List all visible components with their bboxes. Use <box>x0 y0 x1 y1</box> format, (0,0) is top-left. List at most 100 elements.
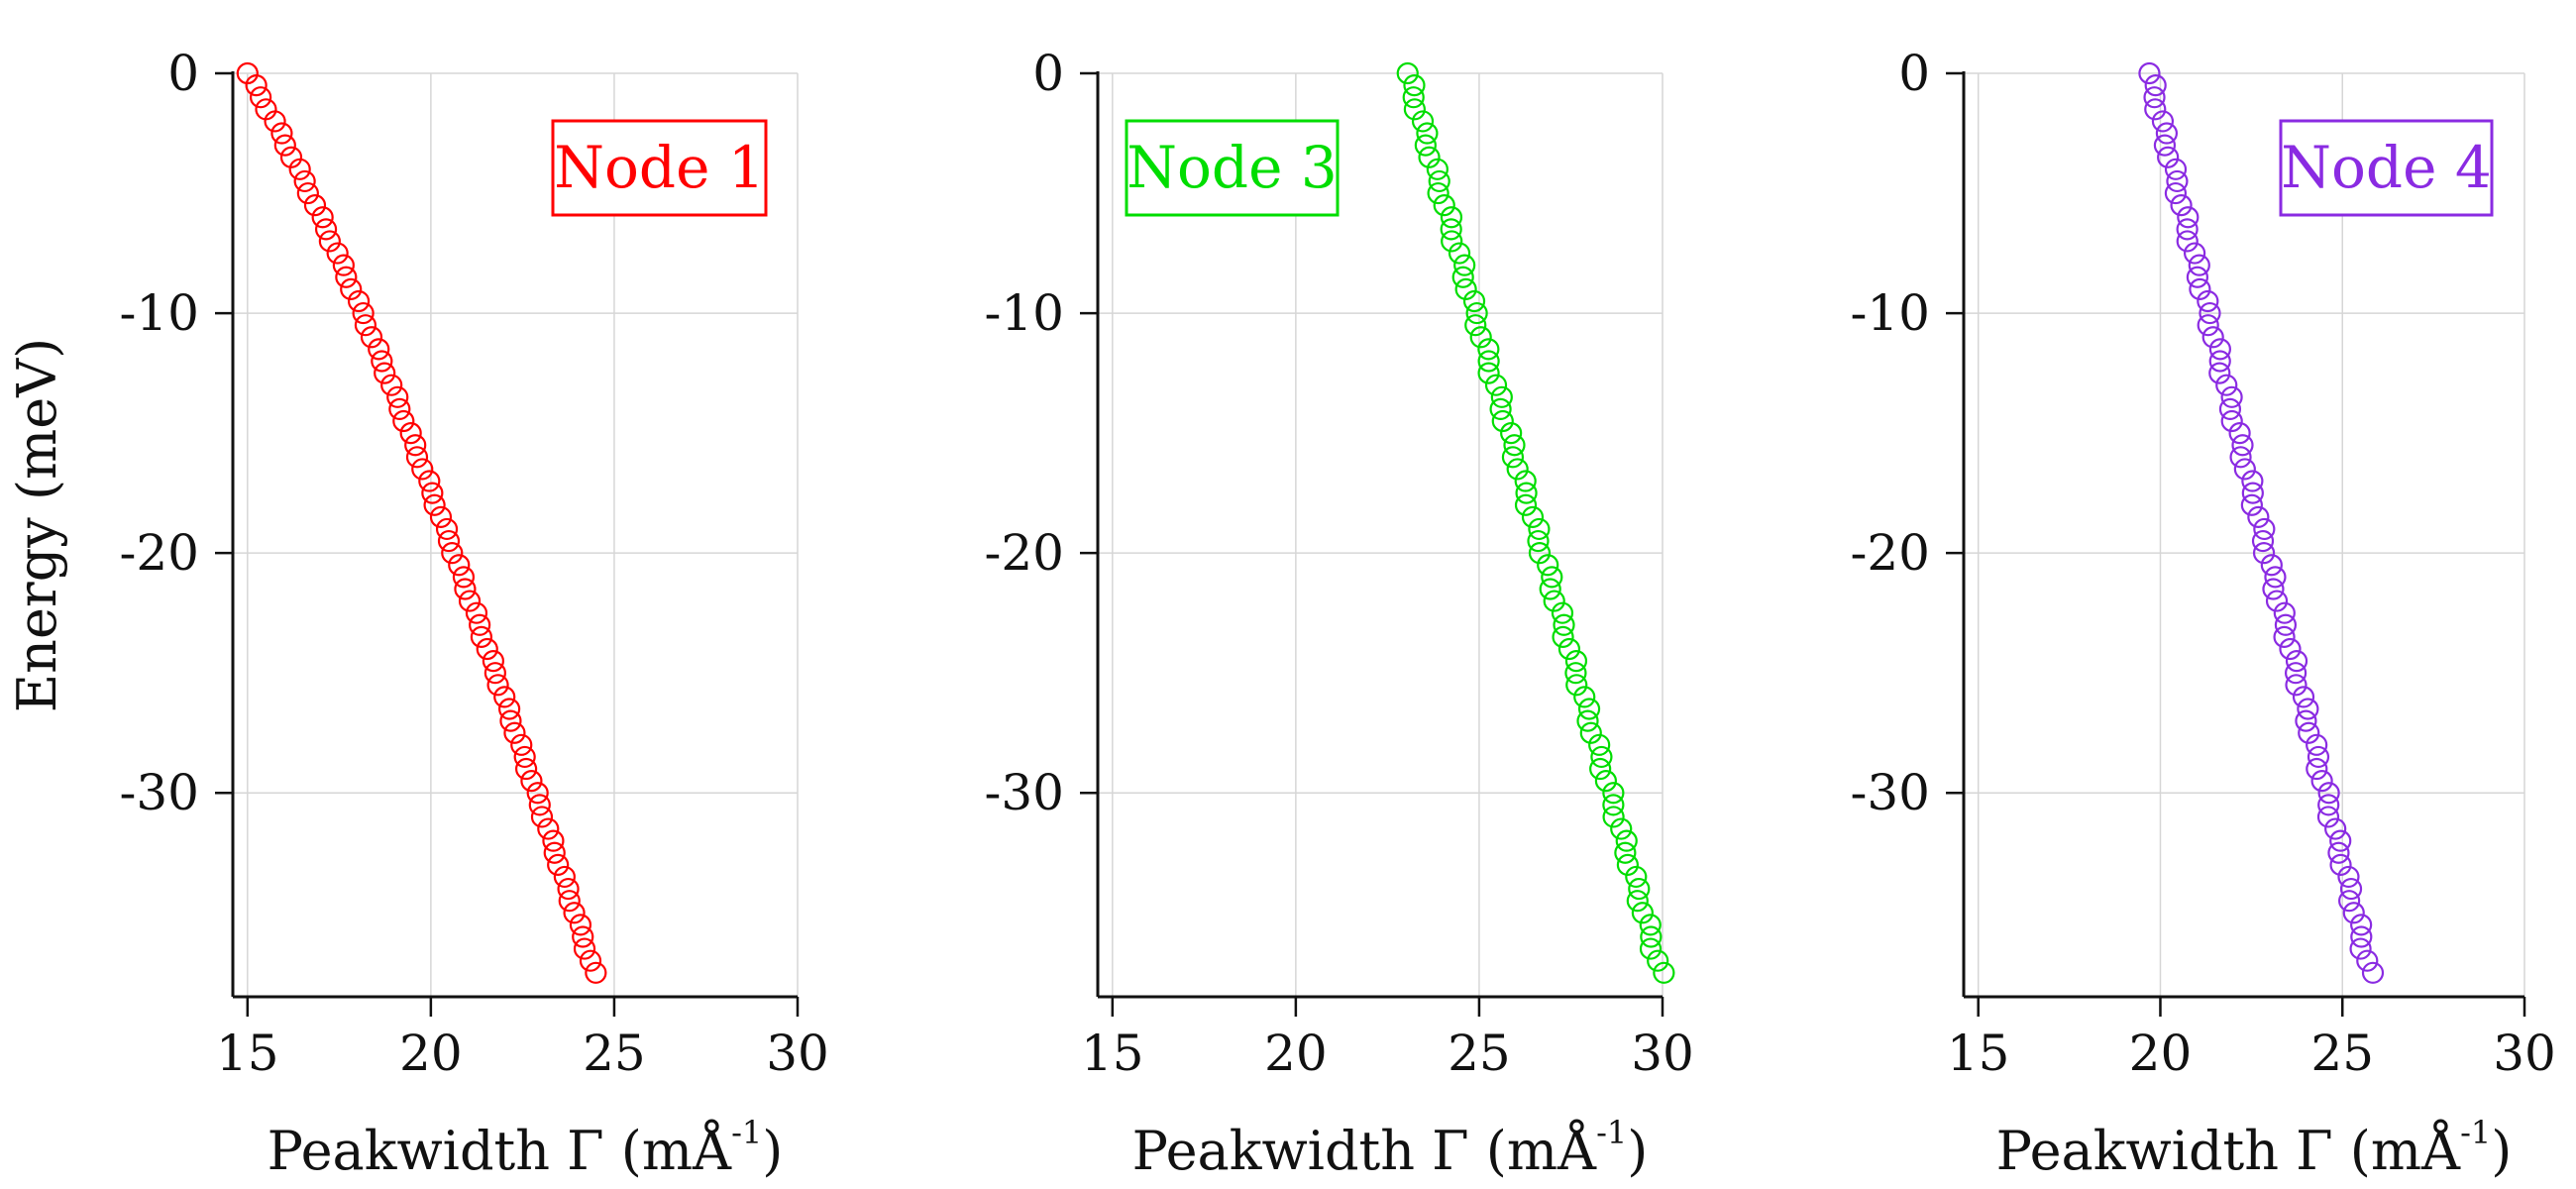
panel-node-3: 15 20 25 30 0 -10 -20 -30 Node 3 Peakwidth Γ (m… <box>984 45 1693 1182</box>
data-point <box>1418 146 1441 168</box>
data-point <box>2241 470 2264 492</box>
data-point <box>421 482 444 504</box>
data-point <box>2220 385 2243 408</box>
data-point <box>2215 374 2238 396</box>
data-point <box>572 925 594 948</box>
x-axis-label-close: ) <box>762 1120 783 1182</box>
data-point <box>1514 493 1538 516</box>
data-point <box>520 770 543 793</box>
data-point <box>1653 961 1675 984</box>
data-point <box>1539 578 1561 600</box>
data-point <box>470 625 493 648</box>
data-point <box>1414 134 1437 157</box>
data-point <box>2218 397 2242 421</box>
data-point <box>311 206 334 229</box>
data-point <box>1454 277 1477 300</box>
data-point <box>2260 554 2283 577</box>
data-point <box>569 914 592 936</box>
data-point <box>2144 98 2167 121</box>
data-point <box>2186 266 2209 288</box>
data-point <box>1465 301 1488 325</box>
data-point <box>2262 578 2285 600</box>
data-point <box>1477 350 1500 373</box>
data-point <box>2197 314 2219 337</box>
data-point <box>2279 637 2302 661</box>
data-point <box>318 230 341 253</box>
y-tick-label: -20 <box>119 524 199 582</box>
data-point <box>2241 482 2264 504</box>
y-tick-label: 0 <box>1898 45 1930 102</box>
data-point <box>537 817 560 840</box>
data-point <box>340 277 363 300</box>
data-point <box>482 649 505 673</box>
data-point <box>2327 841 2350 864</box>
data-point <box>469 613 491 636</box>
x-axis-label-superscript: -1 <box>731 1114 762 1151</box>
data-point <box>2292 686 2315 708</box>
data-point <box>279 146 303 168</box>
data-point <box>1647 949 1669 972</box>
data-point <box>2189 277 2211 300</box>
grid-lines <box>233 72 799 997</box>
data-point <box>1628 877 1651 901</box>
data-point <box>2329 829 2352 852</box>
x-axis-label-main: Peakwidth Γ (mÅ <box>1132 1118 1597 1182</box>
data-point <box>1515 482 1538 504</box>
data-point <box>423 493 446 516</box>
legend: Node 1 <box>551 119 768 217</box>
data-point <box>486 674 509 697</box>
data-point <box>347 289 371 313</box>
y-tick-label: -30 <box>984 764 1064 821</box>
data-points <box>236 61 607 984</box>
data-point <box>1602 794 1625 816</box>
data-point <box>1639 914 1662 936</box>
data-point <box>2176 218 2199 241</box>
data-point <box>476 637 498 661</box>
data-point <box>2184 242 2206 265</box>
data-point <box>2164 181 2188 205</box>
data-point <box>1594 770 1618 793</box>
data-point <box>2265 590 2289 612</box>
data-point <box>1427 181 1449 205</box>
data-point <box>1631 902 1654 924</box>
data-point <box>2153 134 2177 157</box>
data-point <box>1553 613 1575 636</box>
data-point <box>388 397 411 421</box>
data-point <box>557 877 580 901</box>
data-point <box>2188 254 2210 276</box>
data-point <box>2138 61 2161 85</box>
data-point <box>2199 301 2221 325</box>
data-point <box>1440 218 1462 241</box>
data-point <box>2356 949 2379 972</box>
data-point <box>547 853 570 876</box>
data-point <box>2252 542 2276 565</box>
data-point <box>1614 841 1637 864</box>
data-point <box>1602 806 1625 828</box>
y-tick-label: -30 <box>1850 764 1930 821</box>
data-point <box>303 194 327 217</box>
data-point <box>354 314 377 337</box>
data-point <box>411 458 434 481</box>
data-points <box>1396 61 1675 984</box>
data-point <box>2297 698 2319 720</box>
data-point <box>498 698 521 720</box>
data-point <box>1477 338 1500 361</box>
data-point <box>2208 338 2231 361</box>
x-tick-label: 20 <box>399 1025 463 1082</box>
data-point <box>1514 470 1537 492</box>
data-point <box>2329 853 2352 876</box>
data-point <box>2298 721 2320 744</box>
data-point <box>352 301 375 325</box>
data-point <box>1506 458 1529 481</box>
data-point <box>1626 890 1649 913</box>
data-point <box>1462 289 1486 313</box>
axes <box>231 71 798 999</box>
y-tick-label: -20 <box>984 524 1064 582</box>
axes <box>1096 71 1663 999</box>
data-point <box>579 949 602 972</box>
data-point <box>2284 662 2308 685</box>
panel-node-4: 15 20 25 30 0 -10 -20 -30 Node 4 Peakwidth Γ (m… <box>1850 45 2555 1182</box>
data-point <box>392 409 415 433</box>
x-tick-label: 20 <box>2129 1025 2193 1082</box>
data-point <box>465 601 488 624</box>
